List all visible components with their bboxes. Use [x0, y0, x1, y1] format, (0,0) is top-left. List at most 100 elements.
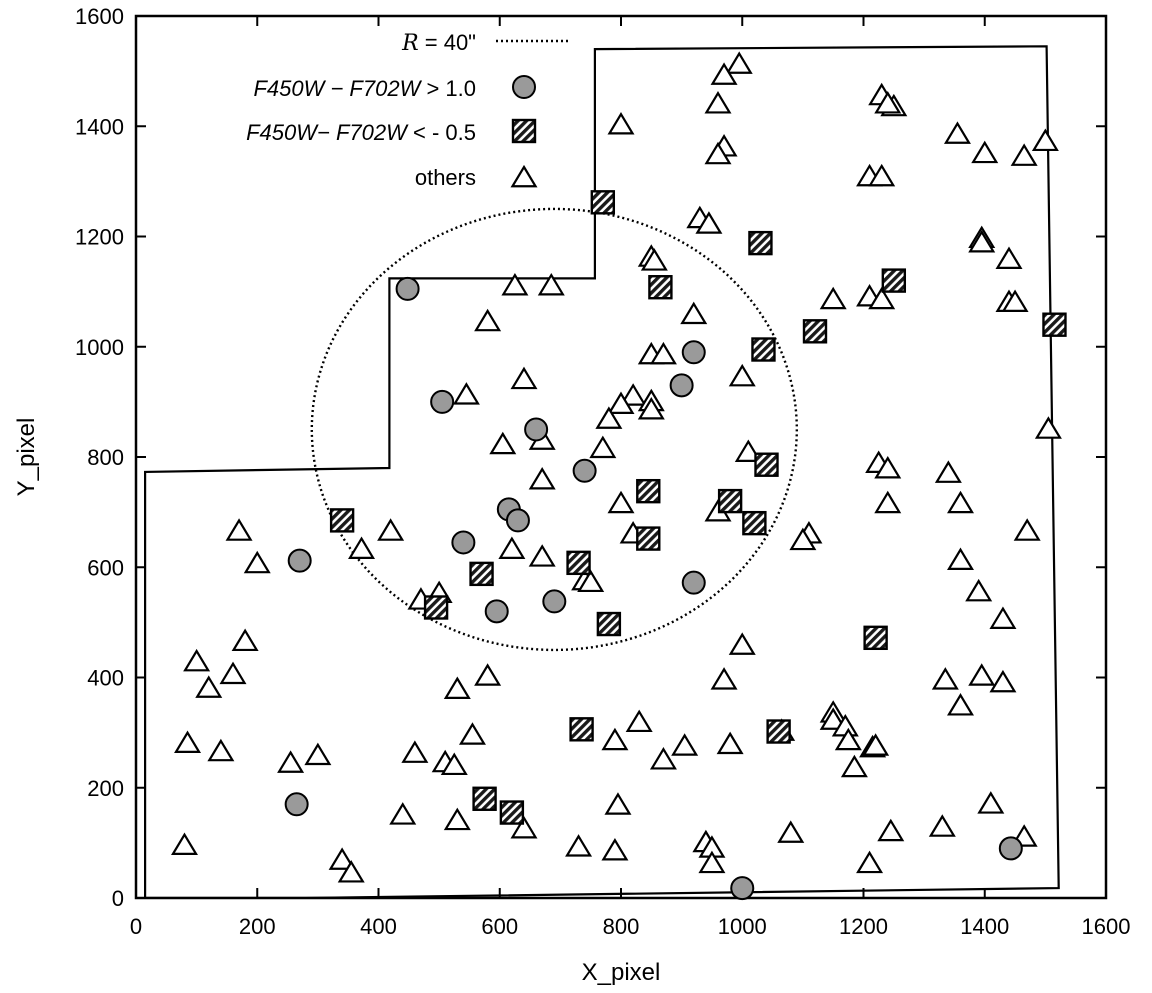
point-blue [472, 786, 497, 811]
point-others [710, 667, 738, 690]
axis-ticks: 0 200 400 600 800 1000 1200 1400 1600 0 200 400 600 8… [75, 4, 1130, 939]
point-red [681, 340, 706, 365]
point-red [524, 417, 549, 442]
point-others [695, 211, 723, 234]
point-others [728, 632, 756, 655]
point-others [607, 112, 635, 135]
point-others [840, 754, 868, 778]
point-others [443, 807, 471, 831]
point-others [458, 722, 486, 745]
point-others [243, 550, 271, 574]
legend-label-red: F450W − F702W > 1.0 [253, 76, 476, 101]
point-others [931, 667, 959, 690]
x-tick-label: 0 [130, 914, 142, 939]
point-blue [748, 230, 773, 256]
point-others [671, 733, 699, 756]
point-others [819, 286, 847, 310]
y-tick-label: 1400 [75, 114, 124, 139]
x-tick-label: 200 [239, 914, 276, 939]
point-red [287, 548, 312, 573]
point-others [637, 397, 665, 420]
x-tick-label: 1600 [1082, 914, 1131, 939]
point-others [277, 750, 305, 773]
y-tick-label: 400 [87, 666, 124, 691]
point-blue [329, 508, 355, 533]
footprint-outline [144, 45, 1060, 898]
point-others [989, 669, 1017, 693]
point-red [681, 570, 706, 595]
point-others [725, 51, 753, 74]
point-blue [569, 717, 594, 742]
point-others [328, 847, 356, 870]
point-others [928, 814, 956, 837]
point-blue [754, 452, 779, 477]
x-tick-label: 800 [603, 914, 640, 939]
point-others [680, 301, 708, 325]
point-others [174, 730, 202, 753]
y-tick-label: 600 [87, 555, 124, 580]
point-red [484, 599, 509, 624]
legend: R = 40" F450W − F702W > 1.0 F450W− F702W… [246, 30, 570, 190]
point-others [607, 391, 635, 414]
point-others [474, 663, 502, 686]
point-blue [742, 510, 767, 536]
point-others [619, 383, 647, 406]
point-others [601, 727, 629, 751]
point-others [195, 675, 223, 698]
point-others [649, 747, 677, 770]
point-blue [636, 478, 661, 504]
point-red [730, 876, 755, 901]
point-others [625, 709, 653, 733]
point-others [528, 544, 556, 567]
point-others [348, 536, 376, 559]
point-others [207, 738, 235, 762]
point-others [649, 341, 677, 365]
point-others [489, 431, 517, 455]
point-red [451, 530, 476, 555]
point-others [704, 91, 732, 114]
point-others [219, 661, 247, 685]
point-others [589, 435, 617, 459]
point-others [377, 518, 405, 541]
point-others [856, 850, 884, 874]
point-others [874, 490, 902, 514]
point-others [943, 121, 971, 144]
point-others [604, 792, 632, 815]
x-tick-label: 1000 [718, 914, 767, 939]
x-axis-title: X_pixel [582, 959, 661, 986]
point-others [971, 140, 999, 164]
point-others [1001, 289, 1029, 312]
circle-layer [310, 207, 799, 652]
point-others [947, 490, 974, 514]
point-others [1013, 518, 1041, 541]
point-others [710, 62, 738, 85]
point-blue [590, 190, 616, 215]
legend-marker-blue [511, 118, 537, 144]
footprint-layer [144, 45, 1060, 898]
point-others [789, 527, 817, 551]
point-others [565, 834, 593, 857]
point-others [440, 752, 468, 776]
point-others [501, 272, 529, 296]
x-tick-label: 1200 [839, 914, 888, 939]
y-tick-label: 0 [112, 886, 124, 911]
point-others [510, 815, 538, 839]
legend-marker-red [512, 75, 536, 99]
point-others [704, 141, 732, 165]
point-others [934, 460, 962, 483]
point-others [947, 547, 974, 570]
point-others [819, 707, 847, 730]
point-blue [881, 268, 907, 293]
point-blue [596, 611, 622, 637]
legend-item-circle: R = 40" [401, 30, 570, 56]
point-others [304, 742, 332, 766]
point-others [716, 731, 744, 755]
x-tick-label: 1400 [960, 914, 1009, 939]
y-tick-label: 1000 [75, 335, 124, 360]
x-tick-label: 600 [481, 914, 518, 939]
point-blue [636, 526, 661, 551]
points-layer [171, 51, 1067, 901]
point-others [1010, 143, 1038, 166]
x-tick-label: 400 [360, 914, 397, 939]
point-others [965, 578, 993, 602]
